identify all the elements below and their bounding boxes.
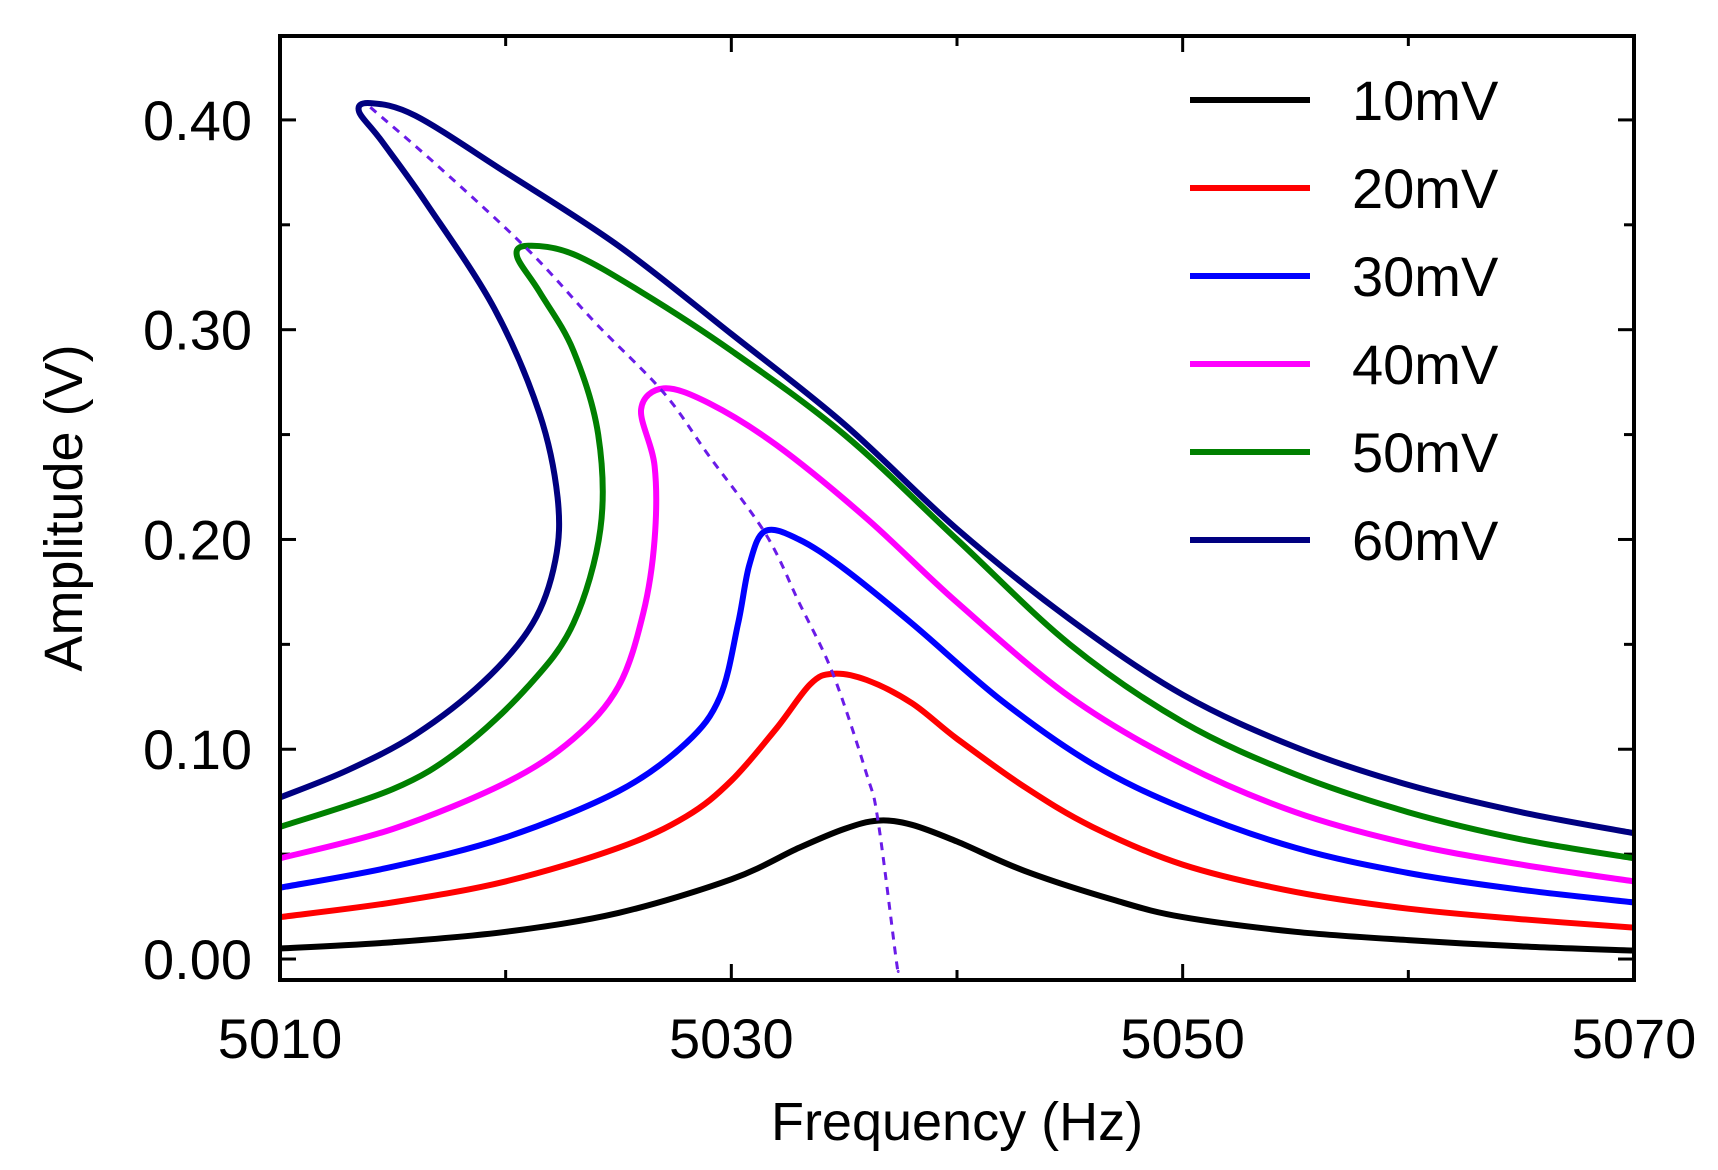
plot-area: [282, 100, 1632, 976]
series-layer: [282, 100, 1632, 976]
y-axis-title: Amplitude (V): [34, 344, 94, 671]
axis-ticks: [278, 36, 1636, 980]
legend-label-30mV: 30mV: [1352, 245, 1499, 308]
y-tick-label: 0.30: [143, 299, 252, 362]
series-line-40mV: [282, 385, 1632, 885]
x-tick-label: 5070: [1572, 1007, 1697, 1070]
y-tick-label: 0.20: [143, 508, 252, 571]
legend-label-20mV: 20mV: [1352, 157, 1499, 220]
series-line-60mV: [282, 100, 1632, 836]
x-axis-title: Frequency (Hz): [771, 1092, 1143, 1152]
series-line-50mV: [282, 242, 1632, 862]
y-tick-label: 0.40: [143, 89, 252, 152]
axis-tick-labels: 5010 5030 5050 5070 0.00 0.10 0.20 0.30 0.40: [143, 89, 1696, 1070]
legend-label-10mV: 10mV: [1352, 69, 1499, 132]
legend-label-40mV: 40mV: [1352, 333, 1499, 396]
y-tick-label: 0.10: [143, 718, 252, 781]
series-line-10mV: [282, 817, 1632, 954]
series-line-20mV: [282, 670, 1632, 931]
y-tick-label: 0.00: [143, 928, 252, 991]
legend-label-50mV: 50mV: [1352, 421, 1499, 484]
x-tick-label: 5050: [1120, 1007, 1245, 1070]
x-tick-label: 5010: [218, 1007, 343, 1070]
series-line-30mV: [282, 526, 1632, 906]
legend: 10mV 20mV 30mV 40mV 50mV 60mV: [1190, 69, 1499, 572]
legend-label-60mV: 60mV: [1352, 509, 1499, 572]
backbone-curve: [369, 106, 900, 976]
x-tick-label: 5030: [669, 1007, 794, 1070]
